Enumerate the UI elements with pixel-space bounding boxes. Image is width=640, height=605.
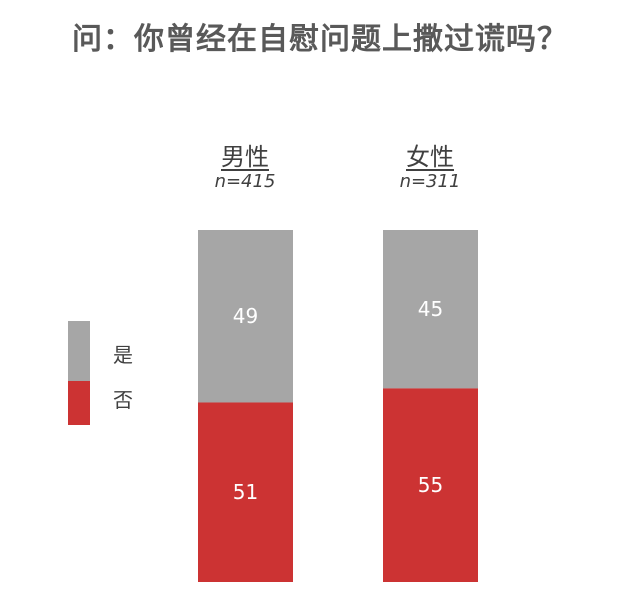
data-label: 49 bbox=[233, 304, 258, 328]
group-sample-size: n=415 bbox=[214, 171, 276, 192]
group-label-female: 女性 n=311 bbox=[350, 143, 510, 193]
bar-segment-no-female bbox=[383, 388, 478, 582]
legend-label-yes: 是 bbox=[113, 343, 133, 367]
group-label-male: 男性 n=415 bbox=[165, 143, 325, 193]
bar-segment-yes-male bbox=[198, 230, 293, 403]
legend-label-no: 否 bbox=[113, 388, 133, 412]
bar-segment-yes-female bbox=[383, 230, 478, 389]
bar-segment-no-male bbox=[198, 402, 293, 582]
legend-swatch-yes bbox=[68, 321, 90, 381]
group-sample-size: n=311 bbox=[399, 171, 461, 192]
data-label: 45 bbox=[418, 297, 443, 321]
data-label: 55 bbox=[418, 473, 443, 497]
group-name: 男性 bbox=[221, 143, 269, 171]
chart-title: 问：你曾经在自慰问题上撒过谎吗？ bbox=[72, 22, 568, 57]
legend-swatch-no bbox=[68, 381, 90, 425]
group-name: 女性 bbox=[406, 143, 454, 171]
data-label: 51 bbox=[233, 480, 258, 504]
